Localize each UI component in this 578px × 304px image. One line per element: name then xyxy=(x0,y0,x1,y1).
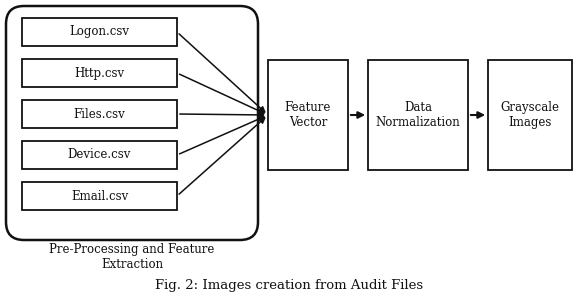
Bar xyxy=(368,60,468,170)
Bar xyxy=(268,60,348,170)
FancyBboxPatch shape xyxy=(6,6,258,240)
Text: Http.csv: Http.csv xyxy=(75,67,125,80)
Bar xyxy=(22,100,177,128)
Bar xyxy=(22,18,177,46)
Text: Data
Normalization: Data Normalization xyxy=(376,101,460,129)
Text: Fig. 2: Images creation from Audit Files: Fig. 2: Images creation from Audit Files xyxy=(155,279,423,292)
Bar xyxy=(22,141,177,169)
Bar xyxy=(22,59,177,87)
Text: Feature
Vector: Feature Vector xyxy=(285,101,331,129)
Text: Files.csv: Files.csv xyxy=(73,108,125,120)
Text: Device.csv: Device.csv xyxy=(68,148,131,161)
Bar xyxy=(22,182,177,210)
Text: Grayscale
Images: Grayscale Images xyxy=(501,101,560,129)
Bar xyxy=(488,60,572,170)
Text: Logon.csv: Logon.csv xyxy=(69,26,129,39)
Text: Email.csv: Email.csv xyxy=(71,189,128,202)
Text: Pre-Processing and Feature
Extraction: Pre-Processing and Feature Extraction xyxy=(49,243,214,271)
